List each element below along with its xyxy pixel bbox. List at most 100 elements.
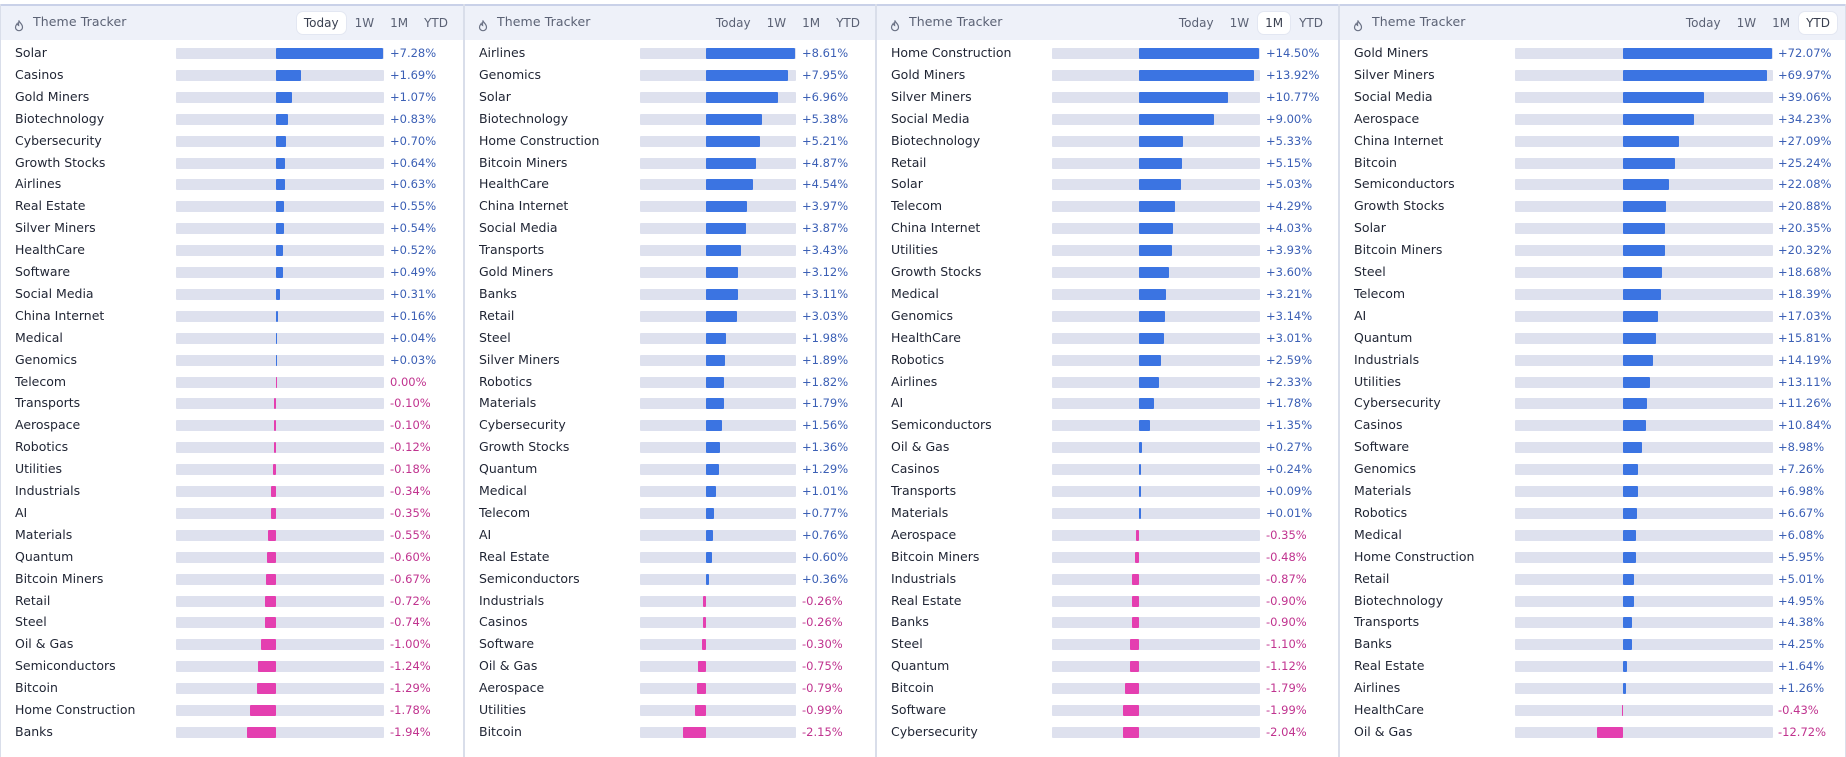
tab-1m[interactable]: 1M (802, 16, 821, 30)
theme-row[interactable]: Cybersecurity +1.56% (465, 414, 875, 436)
theme-row[interactable]: Oil & Gas -1.00% (1, 633, 463, 655)
theme-row[interactable]: Casinos +10.84% (1340, 414, 1845, 436)
theme-row[interactable]: Biotechnology +0.83% (1, 108, 463, 130)
theme-row[interactable]: Quantum -1.12% (877, 655, 1338, 677)
theme-row[interactable]: Retail +5.15% (877, 152, 1338, 174)
theme-row[interactable]: Biotechnology +4.95% (1340, 590, 1845, 612)
theme-row[interactable]: HealthCare +3.01% (877, 327, 1338, 349)
theme-row[interactable]: Utilities -0.99% (465, 699, 875, 721)
theme-row[interactable]: HealthCare -0.43% (1340, 699, 1845, 721)
theme-row[interactable]: Social Media +0.31% (1, 283, 463, 305)
theme-row[interactable]: Semiconductors +1.35% (877, 414, 1338, 436)
theme-row[interactable]: Oil & Gas -0.75% (465, 655, 875, 677)
theme-row[interactable]: Utilities +3.93% (877, 239, 1338, 261)
theme-row[interactable]: Quantum -0.60% (1, 546, 463, 568)
theme-row[interactable]: Gold Miners +3.12% (465, 261, 875, 283)
theme-row[interactable]: Medical +1.01% (465, 480, 875, 502)
theme-row[interactable]: Bitcoin Miners +20.32% (1340, 239, 1845, 261)
tab-today[interactable]: Today (1178, 16, 1214, 30)
theme-row[interactable]: Steel +1.98% (465, 327, 875, 349)
theme-row[interactable]: Airlines +8.61% (465, 42, 875, 64)
theme-row[interactable]: Telecom +0.77% (465, 502, 875, 524)
tab-1m[interactable]: 1M (1258, 12, 1291, 34)
theme-row[interactable]: Robotics +2.59% (877, 349, 1338, 371)
theme-row[interactable]: Gold Miners +13.92% (877, 64, 1338, 86)
tab-1m[interactable]: 1M (390, 16, 409, 30)
theme-row[interactable]: Airlines +0.63% (1, 173, 463, 195)
theme-row[interactable]: Telecom 0.00% (1, 371, 463, 393)
theme-row[interactable]: HealthCare +0.52% (1, 239, 463, 261)
theme-row[interactable]: Cybersecurity -2.04% (877, 721, 1338, 743)
theme-row[interactable]: Medical +0.04% (1, 327, 463, 349)
theme-row[interactable]: Genomics +3.14% (877, 305, 1338, 327)
theme-row[interactable]: Quantum +1.29% (465, 458, 875, 480)
theme-row[interactable]: Genomics +0.03% (1, 349, 463, 371)
theme-row[interactable]: AI +1.78% (877, 392, 1338, 414)
theme-row[interactable]: Oil & Gas +0.27% (877, 436, 1338, 458)
tab-today[interactable]: Today (1685, 16, 1721, 30)
theme-row[interactable]: Medical +3.21% (877, 283, 1338, 305)
theme-row[interactable]: Steel -1.10% (877, 633, 1338, 655)
theme-row[interactable]: Utilities -0.18% (1, 458, 463, 480)
theme-row[interactable]: Medical +6.08% (1340, 524, 1845, 546)
theme-row[interactable]: Social Media +9.00% (877, 108, 1338, 130)
theme-row[interactable]: Casinos -0.26% (465, 611, 875, 633)
theme-row[interactable]: Gold Miners +72.07% (1340, 42, 1845, 64)
theme-row[interactable]: Bitcoin +25.24% (1340, 152, 1845, 174)
theme-row[interactable]: Solar +7.28% (1, 42, 463, 64)
theme-row[interactable]: Banks -1.94% (1, 721, 463, 743)
theme-row[interactable]: Airlines +1.26% (1340, 677, 1845, 699)
tab-1w[interactable]: 1W (1229, 16, 1250, 30)
theme-row[interactable]: Aerospace -0.10% (1, 414, 463, 436)
theme-row[interactable]: Transports +4.38% (1340, 611, 1845, 633)
theme-row[interactable]: Telecom +18.39% (1340, 283, 1845, 305)
theme-row[interactable]: Social Media +3.87% (465, 217, 875, 239)
theme-row[interactable]: Genomics +7.95% (465, 64, 875, 86)
theme-row[interactable]: Social Media +39.06% (1340, 86, 1845, 108)
theme-row[interactable]: Home Construction +5.95% (1340, 546, 1845, 568)
theme-row[interactable]: Growth Stocks +0.64% (1, 152, 463, 174)
theme-row[interactable]: Silver Miners +10.77% (877, 86, 1338, 108)
theme-row[interactable]: Robotics -0.12% (1, 436, 463, 458)
theme-row[interactable]: Oil & Gas -12.72% (1340, 721, 1845, 743)
theme-row[interactable]: Growth Stocks +20.88% (1340, 195, 1845, 217)
theme-row[interactable]: Growth Stocks +3.60% (877, 261, 1338, 283)
theme-row[interactable]: Transports +0.09% (877, 480, 1338, 502)
theme-row[interactable]: Solar +5.03% (877, 173, 1338, 195)
theme-row[interactable]: Robotics +1.82% (465, 371, 875, 393)
theme-row[interactable]: Home Construction +14.50% (877, 42, 1338, 64)
theme-row[interactable]: AI +0.76% (465, 524, 875, 546)
theme-row[interactable]: Industrials -0.34% (1, 480, 463, 502)
theme-row[interactable]: Home Construction -1.78% (1, 699, 463, 721)
theme-row[interactable]: Banks -0.90% (877, 611, 1338, 633)
tab-ytd[interactable]: YTD (1299, 16, 1323, 30)
theme-row[interactable]: Semiconductors +22.08% (1340, 173, 1845, 195)
theme-row[interactable]: Retail +3.03% (465, 305, 875, 327)
theme-row[interactable]: Robotics +6.67% (1340, 502, 1845, 524)
theme-row[interactable]: China Internet +4.03% (877, 217, 1338, 239)
theme-row[interactable]: Airlines +2.33% (877, 371, 1338, 393)
theme-row[interactable]: AI +17.03% (1340, 305, 1845, 327)
theme-row[interactable]: Industrials -0.26% (465, 590, 875, 612)
theme-row[interactable]: China Internet +3.97% (465, 195, 875, 217)
theme-row[interactable]: China Internet +27.09% (1340, 130, 1845, 152)
theme-row[interactable]: Materials +1.79% (465, 392, 875, 414)
theme-row[interactable]: Casinos +0.24% (877, 458, 1338, 480)
theme-row[interactable]: Real Estate -0.90% (877, 590, 1338, 612)
theme-row[interactable]: Banks +4.25% (1340, 633, 1845, 655)
tab-ytd[interactable]: YTD (424, 16, 448, 30)
tab-today[interactable]: Today (715, 16, 751, 30)
theme-row[interactable]: Biotechnology +5.33% (877, 130, 1338, 152)
theme-row[interactable]: Steel +18.68% (1340, 261, 1845, 283)
theme-row[interactable]: Materials +6.98% (1340, 480, 1845, 502)
theme-row[interactable]: Cybersecurity +11.26% (1340, 392, 1845, 414)
theme-row[interactable]: Transports +3.43% (465, 239, 875, 261)
theme-row[interactable]: China Internet +0.16% (1, 305, 463, 327)
theme-row[interactable]: Materials -0.55% (1, 524, 463, 546)
theme-row[interactable]: Telecom +4.29% (877, 195, 1338, 217)
tab-ytd[interactable]: YTD (1799, 12, 1837, 34)
tab-today[interactable]: Today (296, 12, 346, 34)
theme-row[interactable]: Gold Miners +1.07% (1, 86, 463, 108)
theme-row[interactable]: Cybersecurity +0.70% (1, 130, 463, 152)
theme-row[interactable]: AI -0.35% (1, 502, 463, 524)
